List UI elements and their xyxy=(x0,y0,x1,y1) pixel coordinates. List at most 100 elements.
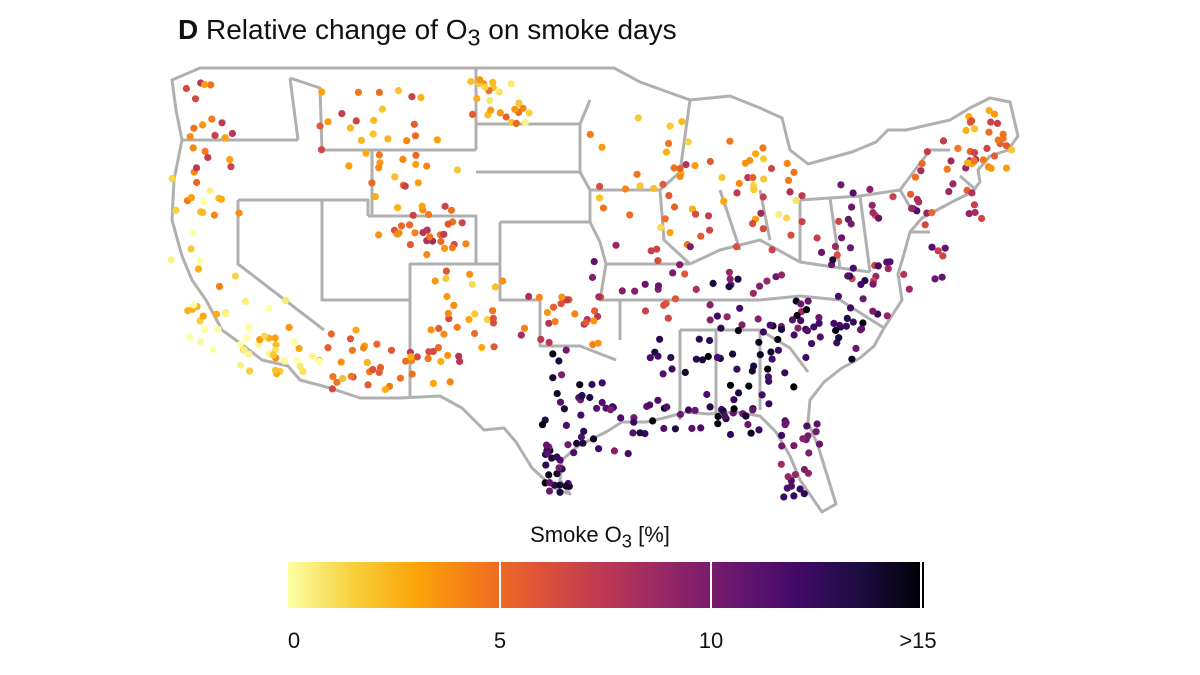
site-dot xyxy=(831,242,840,251)
site-dot xyxy=(595,445,603,453)
site-dot xyxy=(755,426,763,434)
site-dot xyxy=(212,310,220,318)
site-dot xyxy=(667,353,675,362)
site-dot xyxy=(562,421,571,429)
site-dot xyxy=(525,109,533,117)
site-dot xyxy=(352,326,360,334)
site-dot xyxy=(706,157,714,166)
site-dot xyxy=(290,338,298,346)
site-dot xyxy=(243,334,251,342)
site-dot xyxy=(347,372,355,380)
site-dot xyxy=(799,435,807,443)
site-dot xyxy=(271,334,279,342)
site-dot xyxy=(934,247,942,255)
site-dot xyxy=(884,265,892,273)
site-dot xyxy=(943,165,951,173)
site-dot xyxy=(734,327,743,335)
site-dot xyxy=(399,155,407,163)
site-dot xyxy=(938,273,946,281)
site-dot xyxy=(345,162,353,170)
site-dot xyxy=(576,381,584,389)
site-dot xyxy=(618,287,626,295)
site-dot xyxy=(844,272,852,280)
site-dot xyxy=(588,273,597,281)
site-dot xyxy=(778,442,786,450)
site-dot xyxy=(586,130,594,138)
site-dot xyxy=(471,310,479,318)
site-dot xyxy=(467,77,475,86)
site-dot xyxy=(703,390,711,399)
site-dot xyxy=(236,341,244,349)
tick-label-0: 0 xyxy=(287,628,301,653)
site-dot xyxy=(752,150,760,158)
state-lines-east xyxy=(689,148,977,330)
site-dot xyxy=(455,352,463,360)
site-dot xyxy=(843,314,851,322)
site-dot xyxy=(994,136,1002,144)
site-dot xyxy=(788,316,797,324)
site-dot xyxy=(607,406,615,414)
site-dot xyxy=(660,424,668,433)
site-dot xyxy=(654,396,662,404)
site-dot xyxy=(725,283,733,291)
site-dot xyxy=(544,449,552,457)
site-dot xyxy=(738,321,746,329)
site-dot xyxy=(491,283,499,291)
site-dot xyxy=(215,282,224,290)
site-dot xyxy=(790,383,798,391)
site-dot xyxy=(671,295,680,303)
site-dot xyxy=(917,167,925,175)
site-dot xyxy=(805,449,813,457)
site-dot xyxy=(818,248,826,256)
site-dot xyxy=(521,118,530,127)
site-dot xyxy=(852,344,860,352)
site-dot xyxy=(670,203,679,211)
chart-title: D Relative change of O3 on smoke days xyxy=(178,14,677,52)
site-dot xyxy=(481,83,489,91)
site-dot xyxy=(663,403,671,411)
site-dot xyxy=(768,355,776,363)
site-dot xyxy=(697,424,705,432)
site-dot xyxy=(221,134,229,142)
site-dot xyxy=(784,176,793,184)
site-dot xyxy=(836,321,844,329)
site-dot xyxy=(803,422,811,430)
site-dot xyxy=(595,293,603,301)
site-dot xyxy=(688,424,696,432)
site-dot xyxy=(676,165,684,173)
site-dot xyxy=(798,218,806,226)
site-dot xyxy=(866,185,874,193)
site-dot xyxy=(352,117,360,125)
site-dot xyxy=(718,174,726,182)
state-lines-central xyxy=(476,99,810,420)
site-dot xyxy=(654,257,662,265)
site-dot xyxy=(395,229,403,237)
site-dot xyxy=(790,442,798,450)
site-dot xyxy=(634,114,642,122)
site-dot xyxy=(543,308,552,317)
site-dot xyxy=(200,198,208,206)
site-dot xyxy=(596,182,604,190)
site-dot xyxy=(778,271,786,279)
site-dot xyxy=(403,137,411,145)
site-dot xyxy=(706,336,714,345)
site-dot xyxy=(593,404,601,412)
site-dot xyxy=(299,368,307,376)
site-dot xyxy=(691,406,699,414)
site-dot xyxy=(713,312,722,320)
site-dot xyxy=(815,440,824,448)
site-dot xyxy=(413,353,421,361)
site-dot xyxy=(318,88,326,96)
site-dot xyxy=(582,319,590,327)
site-dot xyxy=(848,355,856,363)
site-dot xyxy=(396,374,404,382)
site-dot xyxy=(590,317,598,325)
site-dot xyxy=(656,335,664,343)
site-dot xyxy=(830,319,838,327)
site-dot xyxy=(706,301,714,309)
site-dot xyxy=(453,166,461,174)
site-dot xyxy=(564,441,572,449)
site-dot xyxy=(869,280,877,288)
site-dot xyxy=(965,210,973,218)
site-dot xyxy=(717,324,725,332)
